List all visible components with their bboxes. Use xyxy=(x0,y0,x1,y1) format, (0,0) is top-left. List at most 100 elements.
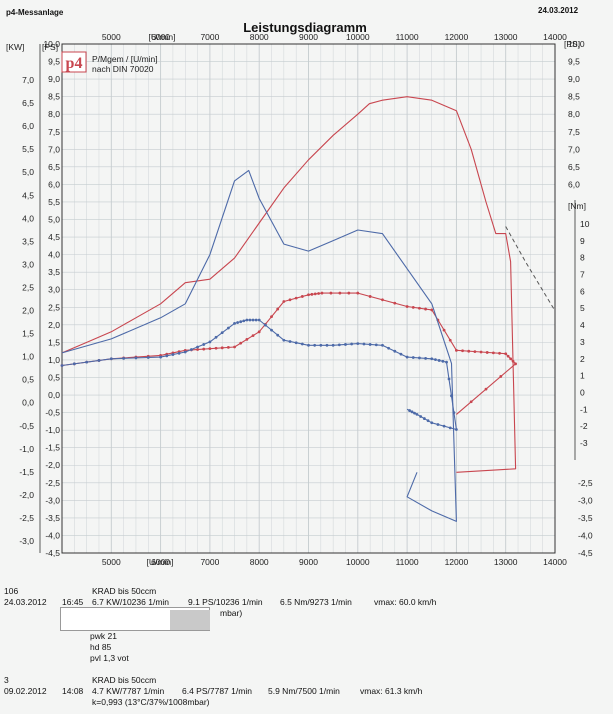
series-4-point xyxy=(248,318,252,322)
series-4-point xyxy=(85,360,89,364)
x-tick-top: 10000 xyxy=(346,32,370,42)
series-2-point xyxy=(461,349,464,353)
series-2-point xyxy=(307,293,310,297)
series-4-point xyxy=(60,364,64,367)
series-4-point xyxy=(452,411,456,415)
series-2-point xyxy=(473,350,477,354)
series-4-point xyxy=(344,343,347,346)
ps-unit-left: [PS] xyxy=(42,42,58,52)
series-2-point xyxy=(276,307,280,311)
series-4-point xyxy=(276,333,280,337)
ps-tick-left: 1,5 xyxy=(48,337,60,347)
run-1-ps: 9.1 PS/10236 1/min xyxy=(188,597,263,607)
series-4-point xyxy=(399,352,403,356)
run-2-id: 3 xyxy=(4,675,9,685)
nm-tick: 0 xyxy=(580,387,585,397)
series-3-line xyxy=(61,169,457,522)
series-4-point xyxy=(196,345,199,349)
x-tick-bottom: 13000 xyxy=(494,557,518,567)
series-4-point xyxy=(331,343,335,347)
run-2-nm: 5.9 Nm/7500 1/min xyxy=(268,686,340,696)
series-4-point xyxy=(263,323,267,327)
series-2-point xyxy=(257,330,261,334)
run-1-id: 106 xyxy=(4,586,19,596)
ps-tick-right-low: -3,0 xyxy=(578,495,593,505)
ps-tick-left: 3,0 xyxy=(48,285,60,295)
series-4-point xyxy=(239,320,243,324)
ps-tick-left: -4,0 xyxy=(45,530,60,540)
ps-tick-right: 7,5 xyxy=(568,127,580,137)
kw-tick: 1,0 xyxy=(22,352,34,362)
series-4-point xyxy=(455,428,458,431)
series-2-point xyxy=(509,357,513,361)
nm-tick: 2 xyxy=(580,354,585,364)
series-4-point xyxy=(422,417,426,420)
series-2-point xyxy=(504,352,508,356)
ps-tick-right-low: -2,5 xyxy=(578,478,593,488)
series-4-point xyxy=(411,356,415,359)
series-4-point xyxy=(251,318,255,322)
ps-tick-left: 0,0 xyxy=(48,390,60,400)
series-4-point xyxy=(146,356,150,359)
series-4-point xyxy=(171,353,175,356)
run-1-vmax: vmax: 60.0 km/h xyxy=(374,597,437,607)
run-1-note-3: pvl 1,3 vot xyxy=(90,653,129,663)
legend-line-2: nach DIN 70020 xyxy=(92,64,154,74)
series-4-point xyxy=(159,355,163,359)
ps-tick-left: 1,0 xyxy=(48,355,60,365)
dashed-extension xyxy=(505,226,556,312)
series-4-point xyxy=(413,411,416,415)
ps-tick-left: -1,0 xyxy=(45,425,60,435)
series-4-point xyxy=(374,343,378,347)
series-2-point xyxy=(514,362,517,366)
x-tick-bottom: 6000 xyxy=(151,557,170,567)
x-tick-top: 12000 xyxy=(445,32,469,42)
series-2-point xyxy=(511,359,515,363)
series-2-point xyxy=(239,341,243,345)
series-2-point xyxy=(294,296,298,300)
run-1-note-2: hd 85 xyxy=(90,642,112,652)
series-4-point xyxy=(270,328,273,332)
ps-tick-right-low: -4,0 xyxy=(578,530,593,540)
ps-tick-left: -2,5 xyxy=(45,478,60,488)
kw-tick: 6,5 xyxy=(22,98,34,108)
kw-tick: 1,5 xyxy=(22,329,34,339)
x-tick-top: 9000 xyxy=(299,32,318,42)
series-4-point xyxy=(434,358,437,362)
kw-tick: -2,5 xyxy=(19,513,34,523)
nm-tick: -1 xyxy=(580,404,588,414)
chart-axes xyxy=(39,43,576,554)
series-2-line xyxy=(61,292,517,415)
redacted-area xyxy=(170,610,210,630)
ps-tick-left: 5,5 xyxy=(48,197,60,207)
kw-tick: 3,5 xyxy=(22,236,34,246)
series-4-point xyxy=(445,360,448,364)
series-4-point xyxy=(72,362,76,366)
series-2-point xyxy=(368,295,372,298)
run-1-kw: 6.7 KW/10236 1/min xyxy=(92,597,170,607)
series-4-point xyxy=(214,335,218,339)
run-1-model: KRAD bis 50ccm xyxy=(92,586,157,596)
series-2-point xyxy=(233,345,236,349)
series-4-point xyxy=(208,340,212,344)
run-2-ps: 6.4 PS/7787 1/min xyxy=(182,686,252,696)
kw-tick: -2,0 xyxy=(19,490,34,500)
x-tick-bottom: 5000 xyxy=(102,557,121,567)
series-4-point xyxy=(368,343,372,346)
series-2-point xyxy=(288,298,292,302)
run-2-extra: k=0,993 (13°C/37%/1008mbar) xyxy=(92,697,210,707)
series-4-point xyxy=(236,321,240,324)
ps-tick-left: 7,5 xyxy=(48,127,60,137)
x-unit-top: [U/min] xyxy=(149,32,176,42)
series-4-point xyxy=(282,338,286,342)
chart-grid xyxy=(61,43,556,554)
series-4-point xyxy=(319,343,323,347)
series-2-point xyxy=(424,307,427,311)
kw-tick: -3,0 xyxy=(19,536,34,546)
run-2-vmax: vmax: 61.3 km/h xyxy=(360,686,423,696)
series-4-point xyxy=(437,359,441,362)
ps-tick-left: 4,0 xyxy=(48,250,60,260)
series-2-point xyxy=(430,308,434,312)
series-2-point xyxy=(381,298,384,302)
